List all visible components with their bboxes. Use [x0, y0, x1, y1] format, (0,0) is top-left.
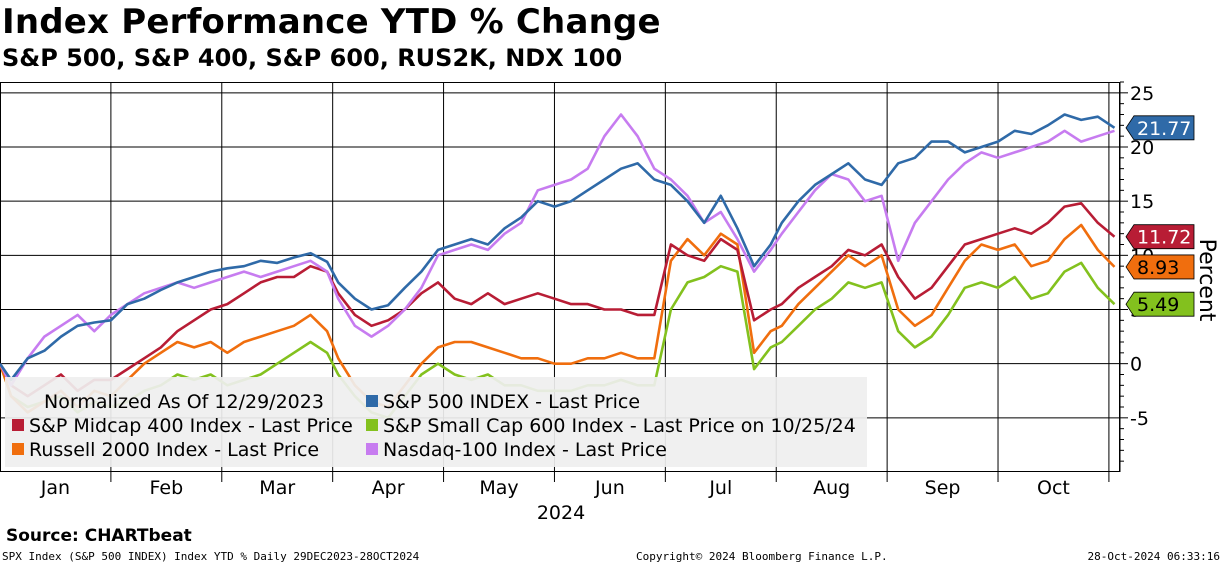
- legend-item-label: Nasdaq-100 Index - Last Price: [383, 439, 667, 461]
- footer-security-info: SPX Index (S&P 500 INDEX) Index YTD % Da…: [2, 550, 420, 563]
- y-tick-label: -5: [1130, 408, 1149, 430]
- y-tick-label: 0: [1130, 354, 1142, 376]
- last-value-callout: 21.77: [1125, 115, 1195, 141]
- y-tick-label: 20: [1130, 137, 1154, 159]
- y-axis-label: Percent: [1194, 239, 1219, 322]
- legend-swatch: [366, 395, 378, 407]
- callout-value: 21.77: [1137, 118, 1191, 140]
- callout-value: 11.72: [1137, 227, 1191, 249]
- callout-box: [1125, 224, 1195, 250]
- x-tick-label: Sep: [925, 477, 961, 499]
- x-tick-label: Apr: [372, 477, 405, 499]
- x-tick-label: Mar: [259, 477, 295, 499]
- chart-title: Index Performance YTD % Change: [2, 2, 661, 42]
- footer-timestamp: 28-Oct-2024 06:33:16: [1087, 550, 1220, 563]
- y-tick-label: 25: [1130, 83, 1154, 105]
- x-axis-label: 2024: [537, 502, 585, 524]
- y-tick-label: 15: [1130, 191, 1154, 213]
- legend-swatch: [366, 443, 378, 455]
- series-line: [0, 113, 1116, 382]
- last-value-callout: 5.49: [1125, 291, 1195, 317]
- series-line: [0, 113, 1115, 387]
- series-line: [0, 202, 1116, 398]
- callout-box: [1125, 115, 1195, 141]
- x-tick-label: Jul: [708, 477, 732, 499]
- legend-swatch: [12, 419, 24, 431]
- legend-background: [5, 377, 867, 467]
- legend-item-label: Russell 2000 Index - Last Price: [29, 439, 319, 461]
- legend-swatch: [366, 419, 378, 431]
- callout-value: 8.93: [1137, 257, 1179, 279]
- source-text: Source: CHARTbeat: [6, 526, 192, 546]
- series-line: [0, 223, 1116, 414]
- legend-item-label: S&P 500 INDEX - Last Price: [383, 391, 640, 413]
- x-tick-label: Oct: [1037, 477, 1070, 499]
- footer-copyright: Copyright© 2024 Bloomberg Finance L.P.: [636, 550, 888, 563]
- x-tick-label: Jan: [40, 477, 70, 499]
- callout-box: [1125, 254, 1195, 280]
- callout-box: [1125, 291, 1195, 317]
- x-tick-label: Jun: [594, 477, 625, 499]
- callout-value: 5.49: [1137, 294, 1179, 316]
- x-tick-label: Feb: [150, 477, 184, 499]
- last-value-callout: 11.72: [1125, 224, 1195, 250]
- x-tick-label: Aug: [813, 477, 850, 499]
- legend-header: Normalized As Of 12/29/2023: [44, 391, 324, 413]
- legend-item-label: S&P Midcap 400 Index - Last Price: [29, 415, 353, 437]
- legend-item-label: S&P Small Cap 600 Index - Last Price on …: [383, 415, 856, 437]
- x-tick-label: May: [479, 477, 518, 499]
- legend-swatch: [12, 443, 24, 455]
- last-value-callout: 8.93: [1125, 254, 1195, 280]
- legend: Normalized As Of 12/29/2023 S&P 500 INDEX…: [5, 377, 867, 467]
- chart-subtitle: S&P 500, S&P 400, S&P 600, RUS2K, NDX 10…: [2, 44, 623, 72]
